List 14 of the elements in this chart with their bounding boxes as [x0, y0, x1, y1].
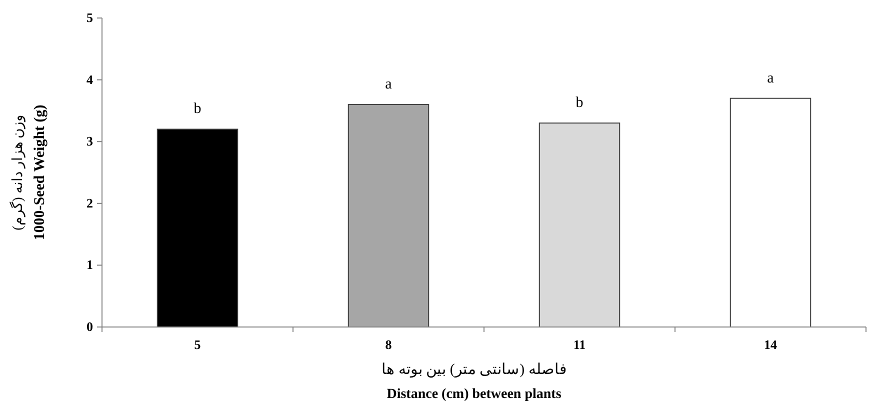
annotation: b	[576, 95, 584, 112]
y-tick-label: 1	[86, 257, 93, 272]
y-tick-label: 2	[86, 195, 93, 210]
x-tick-label: 5	[194, 337, 202, 352]
annotation: b	[194, 101, 202, 118]
x-tick-label: 14	[764, 337, 778, 352]
y-tick-label: 0	[86, 319, 93, 334]
x-tick-label: 8	[385, 337, 392, 352]
annotation: a	[767, 70, 774, 86]
annotation: a	[385, 76, 392, 93]
x-tick-label: 11	[573, 337, 586, 352]
y-tick-label: 4	[86, 72, 94, 87]
y-tick-label: 5	[86, 10, 94, 25]
y-tick-label: 3	[86, 134, 94, 149]
